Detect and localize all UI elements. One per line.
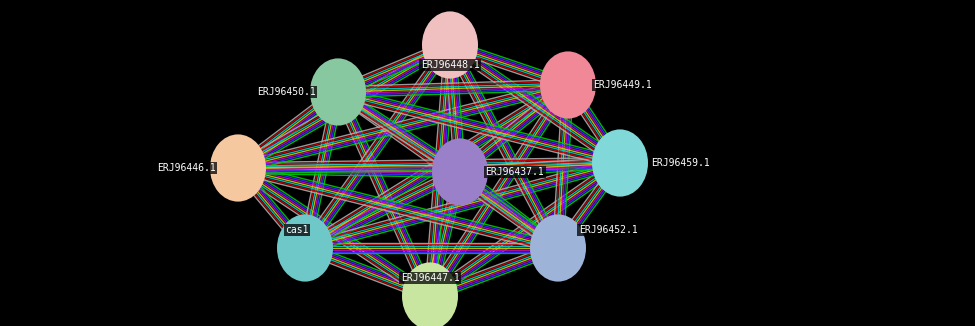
Ellipse shape [277, 215, 333, 282]
Text: ERJ96449.1: ERJ96449.1 [594, 80, 652, 90]
Ellipse shape [310, 58, 366, 126]
Text: ERJ96437.1: ERJ96437.1 [486, 167, 544, 177]
Text: cas1: cas1 [286, 225, 309, 235]
Text: ERJ96446.1: ERJ96446.1 [157, 163, 215, 173]
Ellipse shape [422, 11, 478, 79]
Text: ERJ96450.1: ERJ96450.1 [256, 87, 315, 97]
Ellipse shape [592, 129, 648, 197]
Ellipse shape [540, 52, 596, 119]
Ellipse shape [432, 139, 488, 206]
Text: ERJ96459.1: ERJ96459.1 [650, 158, 710, 168]
Text: ERJ96448.1: ERJ96448.1 [420, 60, 480, 70]
Ellipse shape [210, 134, 266, 201]
Text: ERJ96447.1: ERJ96447.1 [401, 273, 459, 283]
Text: ERJ96452.1: ERJ96452.1 [578, 225, 638, 235]
Ellipse shape [530, 215, 586, 282]
Ellipse shape [402, 262, 458, 326]
